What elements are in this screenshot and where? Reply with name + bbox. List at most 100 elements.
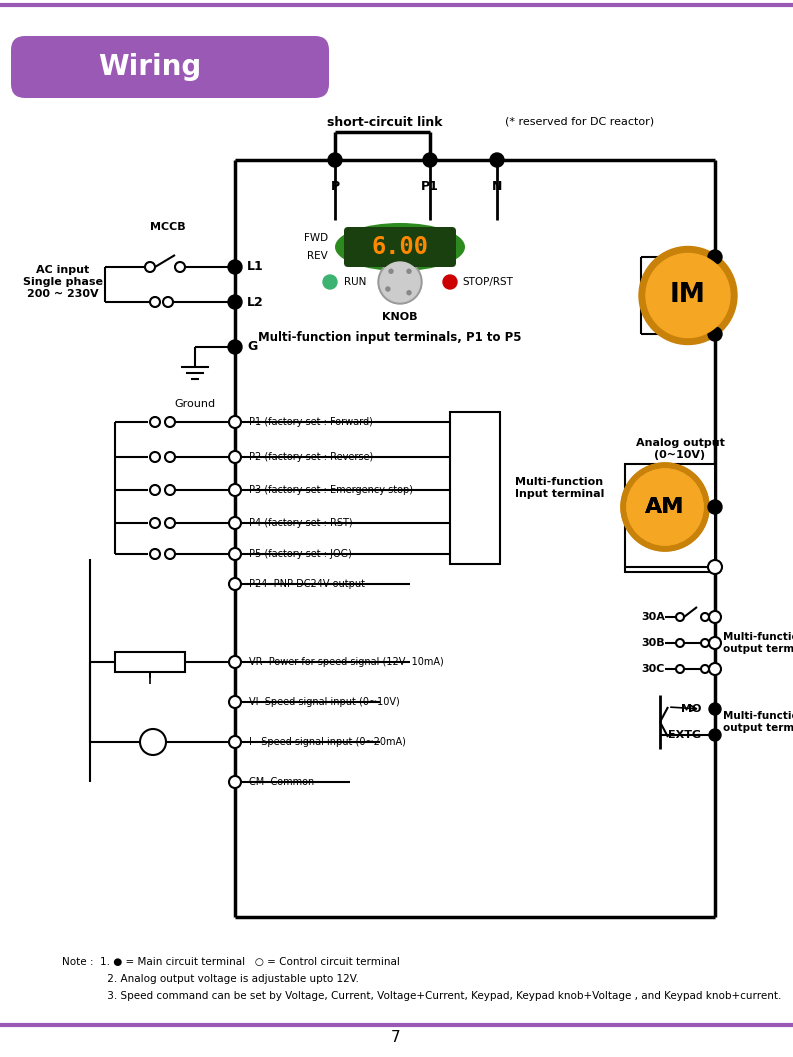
Text: P24  PNP DC24V output: P24 PNP DC24V output (249, 579, 365, 589)
Circle shape (150, 418, 160, 427)
Circle shape (701, 639, 709, 647)
Ellipse shape (335, 223, 465, 271)
Text: 6.00: 6.00 (371, 235, 428, 259)
Text: REV: REV (307, 251, 328, 261)
Circle shape (490, 153, 504, 167)
Text: AC input
Single phase
200 ~ 230V: AC input Single phase 200 ~ 230V (23, 265, 103, 298)
Bar (450, 412, 500, 564)
Text: N: N (492, 180, 502, 193)
Text: P4 (factory set : RST): P4 (factory set : RST) (249, 518, 353, 528)
Circle shape (386, 288, 390, 291)
Text: G: G (247, 340, 257, 353)
Circle shape (389, 270, 393, 274)
Text: VI  Speed signal input (0~10V): VI Speed signal input (0~10V) (249, 697, 400, 707)
Circle shape (323, 275, 337, 289)
Circle shape (708, 500, 722, 514)
Circle shape (709, 611, 721, 623)
Circle shape (165, 518, 175, 528)
Circle shape (676, 639, 684, 647)
Circle shape (150, 518, 160, 528)
Text: STOP/RST: STOP/RST (462, 277, 513, 288)
FancyBboxPatch shape (344, 227, 456, 267)
Text: P5 (factory set : JOG): P5 (factory set : JOG) (249, 549, 352, 559)
Circle shape (229, 548, 241, 560)
Text: Ground: Ground (174, 398, 216, 409)
Text: P2 (factory set : Reverse): P2 (factory set : Reverse) (249, 452, 374, 462)
Bar (115, 652, 185, 672)
Circle shape (708, 327, 722, 341)
Circle shape (443, 275, 457, 289)
Text: P3 (factory set : Emergency stop): P3 (factory set : Emergency stop) (249, 485, 413, 495)
Circle shape (709, 663, 721, 675)
Circle shape (165, 549, 175, 559)
Circle shape (165, 452, 175, 462)
Circle shape (701, 613, 709, 622)
Text: 2. Analog output voltage is adjustable upto 12V.: 2. Analog output voltage is adjustable u… (78, 973, 359, 984)
Circle shape (621, 463, 709, 551)
Text: P1 (factory set : Forward): P1 (factory set : Forward) (249, 418, 373, 427)
Text: P1: P1 (421, 180, 439, 193)
Text: AM: AM (679, 501, 701, 514)
Circle shape (229, 578, 241, 590)
Circle shape (229, 517, 241, 528)
Circle shape (627, 469, 703, 545)
Text: L2: L2 (247, 296, 264, 309)
Circle shape (229, 736, 241, 748)
Circle shape (228, 260, 242, 274)
Circle shape (676, 613, 684, 622)
FancyBboxPatch shape (11, 36, 329, 98)
Circle shape (175, 262, 185, 272)
Text: L1: L1 (247, 260, 264, 274)
Circle shape (228, 340, 242, 354)
Circle shape (627, 469, 703, 545)
Circle shape (229, 484, 241, 496)
Circle shape (708, 251, 722, 264)
Circle shape (229, 451, 241, 463)
Text: Multi-function open collector
output terminal: Multi-function open collector output ter… (723, 711, 793, 733)
Text: MO: MO (680, 704, 701, 713)
Circle shape (165, 485, 175, 495)
Text: Multi-function relay
output terminal: Multi-function relay output terminal (723, 632, 793, 654)
Circle shape (407, 270, 411, 274)
Circle shape (145, 262, 155, 272)
Text: CM: CM (680, 560, 701, 574)
Circle shape (708, 560, 722, 574)
Circle shape (229, 656, 241, 668)
Circle shape (646, 254, 730, 337)
Circle shape (709, 703, 721, 715)
Circle shape (165, 418, 175, 427)
Text: Note :  1. ● = Main circuit terminal   ○ = Control circuit terminal: Note : 1. ● = Main circuit terminal ○ = … (62, 957, 400, 967)
Circle shape (701, 665, 709, 673)
Circle shape (380, 262, 420, 302)
Text: AM: AM (646, 497, 684, 517)
Text: 7: 7 (391, 1030, 400, 1044)
Circle shape (229, 776, 241, 789)
Circle shape (676, 665, 684, 673)
Text: EXTG: EXTG (668, 730, 701, 740)
Text: 30B: 30B (642, 638, 665, 648)
Text: IM: IM (670, 282, 706, 309)
Text: I   Speed signal input (0~20mA): I Speed signal input (0~20mA) (249, 737, 406, 747)
Circle shape (639, 246, 737, 345)
Circle shape (163, 297, 173, 307)
Text: Multi-function
Input terminal: Multi-function Input terminal (515, 477, 604, 499)
Bar (625, 464, 715, 572)
Circle shape (150, 485, 160, 495)
Text: KNOB: KNOB (382, 312, 418, 322)
Text: Wiring: Wiring (98, 53, 201, 81)
Text: V: V (691, 289, 701, 301)
Circle shape (229, 416, 241, 428)
Text: Multi-function input terminals, P1 to P5: Multi-function input terminals, P1 to P5 (259, 331, 522, 344)
Circle shape (150, 549, 160, 559)
Circle shape (150, 452, 160, 462)
Text: AM: AM (646, 497, 684, 517)
Text: P: P (331, 180, 339, 193)
Text: W: W (688, 328, 701, 340)
Text: MCCB: MCCB (150, 222, 186, 231)
Circle shape (709, 729, 721, 741)
Circle shape (229, 696, 241, 708)
Text: (* reserved for DC reactor): (* reserved for DC reactor) (505, 117, 654, 127)
Circle shape (407, 291, 411, 295)
Circle shape (228, 295, 242, 309)
Text: CM  Common: CM Common (249, 777, 314, 787)
